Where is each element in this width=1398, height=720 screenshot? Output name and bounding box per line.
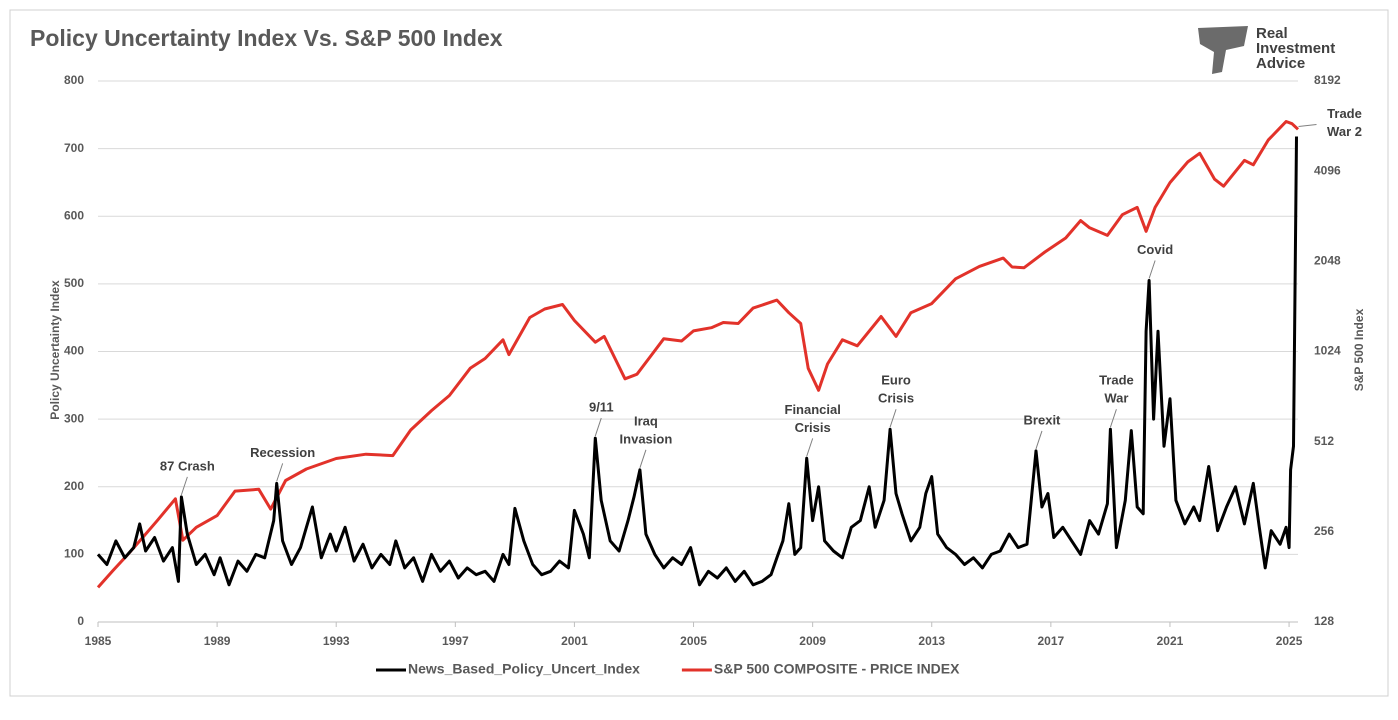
- annotation: Trade: [1099, 373, 1134, 388]
- annotation: Covid: [1137, 242, 1173, 257]
- annotation-leader: [1298, 123, 1317, 127]
- y-axis-label: Policy Uncertainty Index: [48, 280, 62, 420]
- y-tick-label: 300: [64, 411, 84, 425]
- chart-title: Policy Uncertainty Index Vs. S&P 500 Ind…: [30, 25, 503, 51]
- y-tick-label: 0: [77, 614, 84, 628]
- logo-text: Advice: [1256, 55, 1305, 72]
- y-tick-label: 800: [64, 73, 84, 87]
- y-tick-label: 600: [64, 208, 84, 222]
- annotation: 9/11: [589, 399, 614, 414]
- annotation-leader: [276, 463, 284, 482]
- x-tick-label: 1989: [204, 634, 231, 648]
- y-tick-label: 700: [64, 141, 84, 155]
- annotation-leader: [1035, 430, 1043, 450]
- y2-tick-label: 4096: [1314, 163, 1341, 177]
- x-tick-label: 2025: [1276, 634, 1303, 648]
- annotation-leader: [889, 409, 897, 428]
- y-tick-label: 100: [64, 547, 84, 561]
- x-tick-label: 2009: [799, 634, 826, 648]
- y2-tick-label: 1024: [1314, 344, 1341, 358]
- annotation: Trade: [1327, 106, 1362, 121]
- annotation: Financial: [785, 402, 841, 417]
- logo-mark: [1198, 26, 1248, 74]
- annotation: Crisis: [795, 420, 831, 435]
- y2-tick-label: 512: [1314, 434, 1334, 448]
- annotation: Recession: [250, 445, 315, 460]
- x-tick-label: 1993: [323, 634, 350, 648]
- logo-text: Investment: [1256, 40, 1335, 57]
- annotation: Crisis: [878, 391, 914, 406]
- y2-tick-label: 2048: [1314, 254, 1341, 268]
- annotation-leader: [806, 438, 814, 457]
- annotation-leader: [1109, 409, 1117, 428]
- x-tick-label: 2013: [918, 634, 945, 648]
- x-tick-label: 2017: [1038, 634, 1065, 648]
- y2-axis-label: S&P 500 Index: [1352, 308, 1366, 391]
- annotation: 87 Crash: [160, 458, 215, 473]
- annotation-leader: [1148, 260, 1156, 279]
- annotation: Brexit: [1024, 412, 1062, 427]
- chart-frame: [9, 9, 1389, 697]
- x-tick-label: 2005: [680, 634, 707, 648]
- annotation: Invasion: [620, 431, 673, 446]
- annotation: Euro: [881, 373, 911, 388]
- series-line: [96, 136, 1298, 587]
- logo-text: Real: [1256, 25, 1288, 42]
- y-tick-label: 400: [64, 344, 84, 358]
- y-tick-label: 500: [64, 276, 84, 290]
- legend-label: S&P 500 COMPOSITE - PRICE INDEX: [714, 661, 960, 677]
- y-tick-label: 200: [64, 479, 84, 493]
- y2-tick-label: 256: [1314, 524, 1334, 538]
- x-tick-label: 1985: [85, 634, 112, 648]
- annotation-leader: [594, 417, 602, 437]
- annotation-leader: [639, 449, 647, 469]
- x-tick-label: 2001: [561, 634, 588, 648]
- annotation: War: [1104, 391, 1128, 406]
- legend-label: News_Based_Policy_Uncert_Index: [408, 661, 640, 677]
- series-line: [96, 120, 1300, 589]
- x-tick-label: 2021: [1157, 634, 1184, 648]
- annotation: Iraq: [634, 413, 658, 428]
- y2-tick-label: 128: [1314, 614, 1334, 628]
- annotation: War 2: [1327, 124, 1362, 139]
- y2-tick-label: 8192: [1314, 73, 1341, 87]
- annotation-leader: [180, 476, 188, 496]
- x-tick-label: 1997: [442, 634, 469, 648]
